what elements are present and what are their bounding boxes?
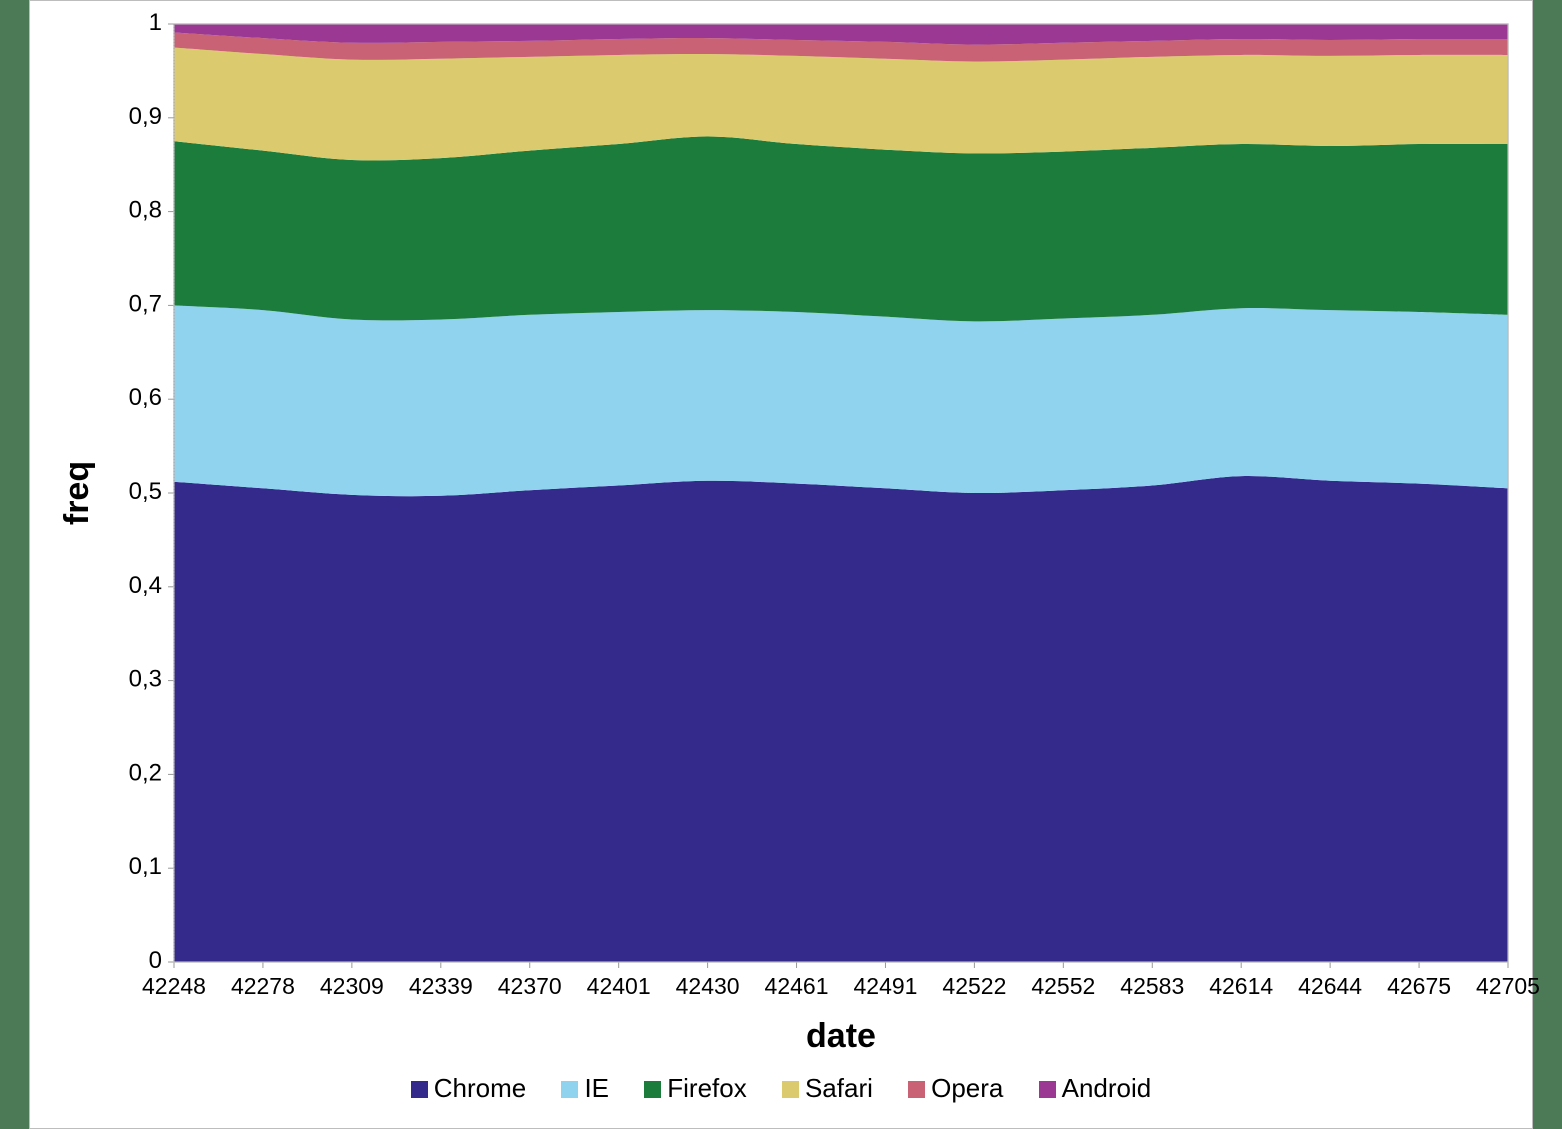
svg-text:42248: 42248: [142, 973, 206, 999]
svg-text:date: date: [806, 1017, 876, 1055]
svg-text:42491: 42491: [853, 973, 917, 999]
svg-text:42309: 42309: [320, 973, 384, 999]
svg-text:42644: 42644: [1298, 973, 1362, 999]
svg-text:42370: 42370: [498, 973, 562, 999]
svg-text:0,2: 0,2: [129, 759, 162, 786]
svg-text:42461: 42461: [765, 973, 829, 999]
svg-text:1: 1: [149, 9, 162, 36]
svg-text:42522: 42522: [942, 973, 1006, 999]
svg-text:42430: 42430: [676, 973, 740, 999]
svg-text:42675: 42675: [1387, 973, 1451, 999]
svg-text:42705: 42705: [1476, 973, 1540, 999]
svg-text:42278: 42278: [231, 973, 295, 999]
svg-text:0,7: 0,7: [129, 290, 162, 317]
svg-text:0,4: 0,4: [129, 572, 162, 599]
svg-text:42401: 42401: [587, 973, 651, 999]
svg-text:42583: 42583: [1120, 973, 1184, 999]
svg-text:0,9: 0,9: [129, 103, 162, 130]
svg-text:0: 0: [149, 947, 162, 974]
svg-text:0,3: 0,3: [129, 666, 162, 693]
svg-text:42552: 42552: [1031, 973, 1095, 999]
svg-text:freq: freq: [58, 461, 96, 525]
svg-text:0,5: 0,5: [129, 478, 162, 505]
svg-text:0,6: 0,6: [129, 384, 162, 411]
svg-text:0,1: 0,1: [129, 853, 162, 880]
svg-text:0,8: 0,8: [129, 197, 162, 224]
svg-text:42339: 42339: [409, 973, 473, 999]
svg-text:42614: 42614: [1209, 973, 1273, 999]
